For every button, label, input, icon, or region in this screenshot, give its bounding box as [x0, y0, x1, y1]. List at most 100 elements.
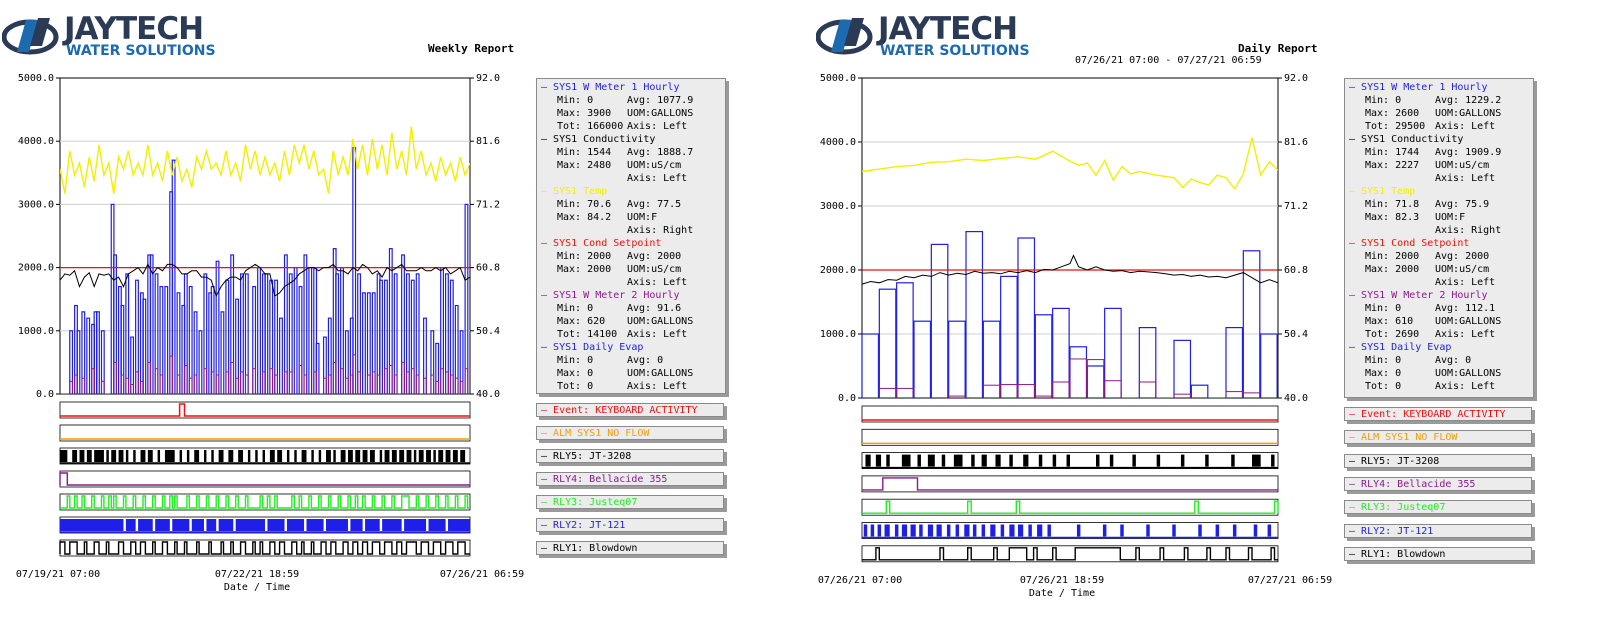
- series-bar: [135, 371, 139, 394]
- digital-legend-box: — RLY3: Justeq07: [536, 495, 724, 509]
- legend-stat: UOM:GALLONS: [627, 368, 694, 379]
- series-bar: [393, 273, 398, 394]
- legend-swatch: —: [541, 405, 554, 416]
- legend-series-name: — SYS1 Daily Evap: [1349, 341, 1529, 354]
- series-bar: [91, 368, 95, 394]
- legend-stat-row: Axis: Left: [1349, 172, 1529, 185]
- series-bar: [269, 368, 274, 394]
- series-bar: [215, 374, 220, 394]
- series-bar: [454, 377, 459, 394]
- legend-stat: Avg: 91.6: [627, 303, 682, 314]
- series-bar: [120, 374, 125, 394]
- legend-stat: Tot: 0: [557, 381, 594, 392]
- daily-panel: JAYTECH WATER SOLUTIONS Daily Report 07/…: [800, 0, 1600, 636]
- digital-legend-box: — RLY5: JT-3208: [1344, 453, 1532, 468]
- digital-on-segment: [60, 450, 68, 462]
- legend-swatch: —: [1349, 478, 1362, 490]
- brand-name: JAYTECH: [878, 11, 1018, 47]
- series-bar: [930, 243, 949, 398]
- legend-swatch: —: [1349, 134, 1362, 145]
- digital-on-segment: [1146, 524, 1150, 537]
- legend-swatch: —: [1349, 290, 1362, 301]
- digital-on-segment: [203, 450, 207, 462]
- digital-on-segment: [369, 450, 375, 462]
- legend-series-name: — SYS1 Temp: [541, 185, 721, 198]
- legend-stat: Axis: Left: [627, 277, 688, 288]
- digital-on-segment: [318, 450, 322, 462]
- digital-on-segment: [901, 524, 908, 537]
- legend-label: SYS1 Cond Setpoint: [1361, 238, 1470, 249]
- legend-stat-row: Tot: 0 Axis: Left: [541, 380, 721, 393]
- digital-legend-label: RLY4: Bellacide 355: [1361, 478, 1476, 490]
- legend-stat-row: Min: 0 Avg: 112.1: [1349, 302, 1529, 315]
- digital-on-segment: [238, 450, 244, 462]
- brand-tagline: WATER SOLUTIONS: [66, 43, 216, 59]
- series-line: [60, 263, 470, 298]
- legend-swatch: —: [541, 186, 554, 197]
- digital-legend-label: Event: KEYBOARD ACTIVITY: [1361, 409, 1506, 420]
- digital-on-segment: [286, 450, 290, 462]
- legend-stat: Axis: Left: [1435, 329, 1496, 340]
- digital-on-segment: [433, 450, 436, 462]
- digital-on-segment: [884, 524, 890, 537]
- daily-chart: 0.0 1000.0 2000.0 3000.0 4000.0 5000.0 40.0 50.…: [818, 73, 1332, 599]
- series-bar: [357, 273, 362, 394]
- series-bar: [113, 254, 117, 394]
- digital-on-segment: [206, 519, 217, 531]
- legend-stat: Min: 1544: [557, 147, 612, 158]
- series-bar: [262, 371, 266, 394]
- digital-on-segment: [286, 519, 305, 531]
- left-y-tick-label: 3000.0: [820, 201, 856, 212]
- digital-on-segment: [1205, 454, 1209, 467]
- digital-legend-label: RLY4: Bellacide 355: [553, 474, 668, 485]
- digital-on-segment: [448, 519, 470, 531]
- legend-stat: Axis: Left: [1435, 121, 1496, 132]
- legend-swatch: —: [1349, 548, 1362, 560]
- series-bar: [188, 377, 193, 394]
- legend-stat: Min: 70.6: [557, 199, 612, 210]
- legend-series-name: — SYS1 Daily Evap: [541, 341, 721, 354]
- legend-swatch: —: [1349, 455, 1362, 467]
- digital-on-segment: [894, 524, 899, 537]
- series-bar: [1017, 237, 1036, 398]
- series-bar: [415, 273, 420, 394]
- legend-swatch: —: [541, 428, 554, 439]
- left-y-tick-label: 4000.0: [820, 137, 856, 148]
- legend-stat-row: Axis: Right: [541, 224, 721, 237]
- series-legend: — SYS1 W Meter 1 Hourly Min: 0 Avg: 1077.9…: [536, 78, 726, 394]
- legend-stat: Axis: Left: [627, 121, 688, 132]
- series-bar: [1173, 393, 1191, 398]
- series-bar: [303, 374, 308, 394]
- digital-on-segment: [404, 519, 427, 531]
- digital-track: [861, 405, 1279, 423]
- weekly-panel: JAYTECH WATER SOLUTIONS Weekly Report 0.…: [2, 14, 726, 593]
- series-bar: [384, 368, 388, 394]
- legend-stat: Max: 620: [557, 316, 606, 327]
- digital-on-segment: [418, 450, 424, 462]
- digital-on-segment: [138, 519, 153, 531]
- digital-on-segment: [311, 450, 314, 462]
- x-axis-title: Date / Time: [224, 582, 290, 593]
- series-bar: [862, 333, 880, 398]
- legend-stat: Min: 0: [557, 355, 594, 366]
- x-axis-title: Date / Time: [1029, 588, 1095, 599]
- digital-on-segment: [981, 524, 986, 537]
- series-bar: [965, 231, 984, 398]
- digital-legend-box: — ALM SYS1 NO FLOW: [536, 426, 724, 440]
- series-bar: [125, 273, 130, 394]
- report-range: 07/26/21 07:00 - 07/27/21 06:59: [1075, 55, 1262, 66]
- legend-stat: Axis: Left: [627, 381, 688, 392]
- series-bar: [878, 288, 897, 398]
- legend-stat: Axis: Right: [627, 225, 694, 236]
- digital-on-segment: [1028, 524, 1032, 537]
- series-bar: [340, 368, 344, 394]
- digital-trace: [862, 500, 1279, 514]
- digital-legend-label: ALM SYS1 NO FLOW: [1361, 432, 1458, 444]
- digital-on-segment: [235, 519, 265, 531]
- legend-stat-row: Min: 70.6 Avg: 77.5: [541, 198, 721, 211]
- digital-on-segment: [228, 450, 234, 462]
- digital-on-segment: [211, 450, 214, 462]
- series-bar: [303, 254, 308, 394]
- digital-on-segment: [460, 450, 466, 462]
- legend-label: SYS1 Daily Evap: [1361, 342, 1452, 353]
